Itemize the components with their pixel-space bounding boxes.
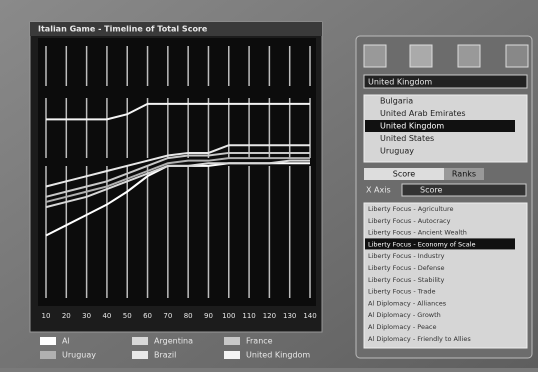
icon-button[interactable] bbox=[410, 45, 432, 67]
civ-item[interactable]: United Kingdom bbox=[380, 122, 444, 131]
page: Italian Game - Timeline of Total Score 1… bbox=[0, 0, 538, 368]
x-tick-label: 130 bbox=[283, 312, 296, 320]
event-item[interactable]: Liberty Focus - Agriculture bbox=[368, 205, 453, 213]
legend-label: Uruguay bbox=[62, 351, 96, 360]
screen: Italian Game - Timeline of Total Score 1… bbox=[0, 0, 538, 368]
civ-item[interactable]: Bulgaria bbox=[380, 97, 413, 106]
x-tick-label: 70 bbox=[163, 312, 172, 320]
event-item[interactable]: Liberty Focus - Stability bbox=[368, 276, 444, 284]
x-tick-label: 60 bbox=[143, 312, 152, 320]
search-text: United Kingdom bbox=[368, 78, 432, 87]
event-item[interactable]: Liberty Focus - Autocracy bbox=[368, 217, 451, 225]
x-tick-label: 30 bbox=[82, 312, 91, 320]
event-item[interactable]: Al Diplomacy - Alliances bbox=[368, 299, 447, 307]
x-tick-label: 110 bbox=[242, 312, 255, 320]
event-item[interactable]: Liberty Focus - Defense bbox=[368, 264, 445, 272]
civ-item[interactable]: Uruguay bbox=[380, 147, 414, 156]
x-tick-label: 20 bbox=[62, 312, 71, 320]
icon-button[interactable] bbox=[506, 45, 528, 67]
x-tick-label: 80 bbox=[184, 312, 193, 320]
x-tick-label: 140 bbox=[303, 312, 316, 320]
legend-swatch[interactable] bbox=[132, 351, 148, 359]
x-tick-label: 10 bbox=[42, 312, 51, 320]
civ-item[interactable]: United States bbox=[380, 134, 434, 143]
x-tick-label: 50 bbox=[123, 312, 132, 320]
x-tick-label: 90 bbox=[204, 312, 213, 320]
legend-swatch[interactable] bbox=[40, 337, 56, 345]
tab-label: Score bbox=[393, 170, 415, 179]
x-tick-label: 120 bbox=[263, 312, 276, 320]
event-item[interactable]: Liberty Focus - Ancient Wealth bbox=[368, 229, 467, 237]
legend-label: United Kingdom bbox=[246, 351, 310, 360]
plot-area bbox=[38, 38, 316, 306]
event-item[interactable]: Al Diplomacy - Peace bbox=[368, 323, 437, 331]
window-title: Italian Game - Timeline of Total Score bbox=[38, 25, 208, 34]
axis-value: Score bbox=[420, 186, 442, 195]
event-item[interactable]: Liberty Focus - Industry bbox=[368, 252, 445, 260]
legend-label: France bbox=[246, 337, 273, 346]
legend-swatch[interactable] bbox=[132, 337, 148, 345]
civ-item[interactable]: United Arab Emirates bbox=[380, 109, 466, 118]
legend-label: Al bbox=[62, 337, 70, 346]
legend-swatch[interactable] bbox=[40, 351, 56, 359]
legend-swatch[interactable] bbox=[224, 351, 240, 359]
icon-button[interactable] bbox=[458, 45, 480, 67]
event-item[interactable]: Liberty Focus - Trade bbox=[368, 288, 436, 296]
tab-label: Ranks bbox=[452, 170, 476, 179]
event-item[interactable]: Al Diplomacy - Growth bbox=[368, 311, 441, 319]
event-item[interactable]: Liberty Focus - Economy of Scale bbox=[368, 240, 476, 248]
event-item[interactable]: Al Diplomacy - Friendly to Allies bbox=[368, 335, 471, 343]
axis-label: X Axis bbox=[366, 186, 391, 195]
legend-label: Argentina bbox=[154, 337, 193, 346]
x-tick-label: 100 bbox=[222, 312, 235, 320]
legend-label: Brazil bbox=[154, 351, 176, 360]
x-tick-label: 40 bbox=[102, 312, 111, 320]
icon-button[interactable] bbox=[364, 45, 386, 67]
legend-swatch[interactable] bbox=[224, 337, 240, 345]
